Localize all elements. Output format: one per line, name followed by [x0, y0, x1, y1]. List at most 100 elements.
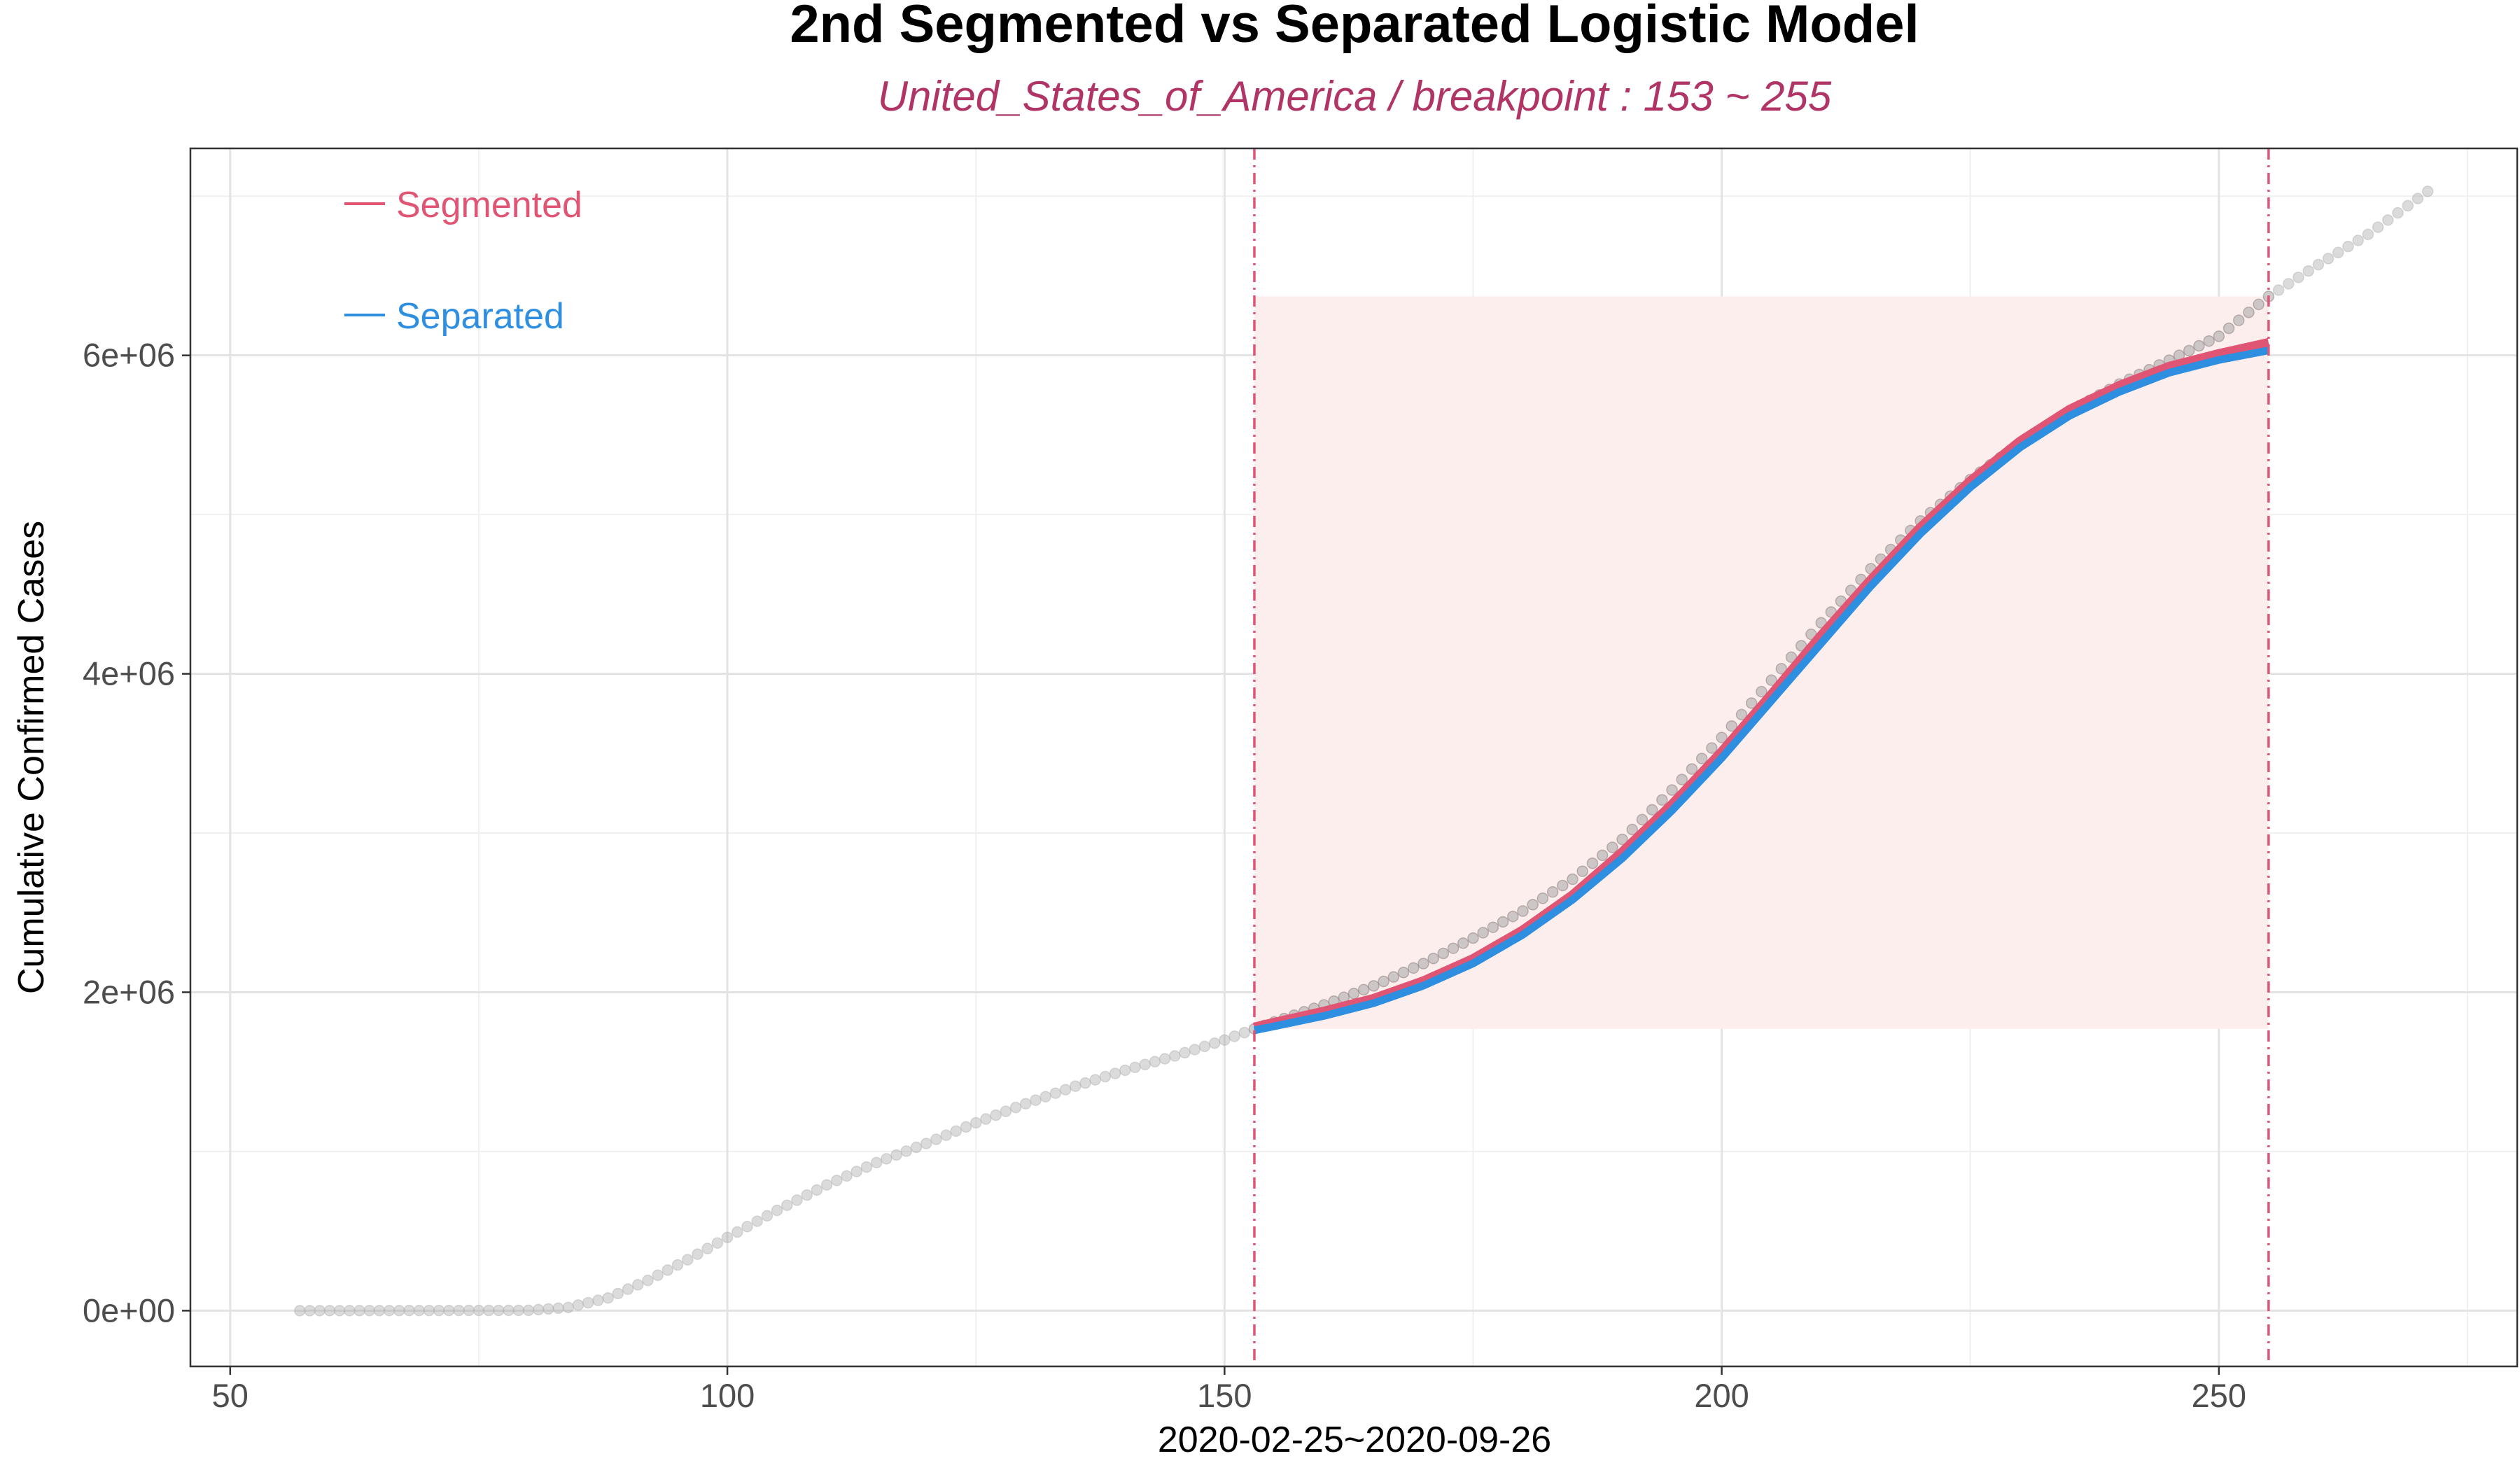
observed-point	[1606, 841, 1618, 853]
observed-point	[1378, 975, 1390, 988]
observed-point	[1169, 1050, 1181, 1062]
observed-point	[393, 1304, 405, 1317]
observed-point	[463, 1304, 475, 1317]
observed-point	[1567, 873, 1578, 886]
observed-point	[1546, 886, 1559, 898]
observed-point	[870, 1156, 883, 1169]
observed-point	[1129, 1061, 1141, 1074]
observed-point	[711, 1237, 724, 1249]
x-tick-label: 150	[1197, 1377, 1252, 1414]
observed-point	[2342, 240, 2354, 253]
legend-label-separated: Separated	[396, 296, 564, 337]
observed-point	[1009, 1101, 1022, 1114]
observed-point	[1418, 958, 1429, 969]
observed-point	[333, 1305, 346, 1317]
observed-point	[1457, 937, 1469, 949]
observed-point	[314, 1305, 326, 1317]
observed-point	[841, 1170, 853, 1182]
observed-point	[2402, 200, 2414, 212]
series-line-segmented	[1253, 337, 2270, 1032]
observed-point	[1228, 1030, 1240, 1042]
observed-point	[1437, 947, 1450, 960]
observed-point	[1706, 742, 1718, 754]
observed-point	[969, 1116, 982, 1129]
observed-point	[532, 1303, 545, 1316]
observed-point	[1785, 651, 1798, 664]
x-tick-label: 250	[2192, 1377, 2246, 1414]
observed-point	[642, 1274, 654, 1287]
observed-point	[1158, 1053, 1171, 1065]
observed-point	[443, 1304, 455, 1317]
observed-point	[1348, 988, 1360, 1000]
observed-point	[294, 1305, 306, 1317]
breakpoint-lines	[1253, 148, 2270, 1366]
observed-point	[631, 1279, 644, 1291]
observed-point	[1139, 1058, 1151, 1071]
observed-point	[2243, 307, 2255, 318]
observed-point	[2352, 234, 2364, 246]
observed-point	[1646, 804, 1658, 816]
observed-point	[732, 1226, 743, 1238]
observed-point	[1726, 720, 1738, 732]
observed-point	[652, 1269, 664, 1282]
observed-point	[2253, 298, 2264, 311]
observed-point	[671, 1259, 684, 1271]
observed-point	[413, 1304, 425, 1317]
observed-point	[1586, 858, 1599, 869]
observed-point	[1487, 921, 1499, 933]
legend: Segmented Separated	[344, 185, 582, 337]
observed-point	[741, 1221, 753, 1233]
observed-point	[1189, 1044, 1200, 1056]
observed-point	[1735, 708, 1748, 721]
observed-point	[423, 1304, 435, 1317]
observed-point	[1536, 892, 1549, 904]
observed-point	[2332, 246, 2344, 259]
observed-point	[1745, 697, 1758, 709]
observed-point	[1109, 1068, 1121, 1079]
observed-point	[692, 1248, 704, 1260]
observed-point	[622, 1283, 634, 1295]
observed-point	[1517, 905, 1529, 917]
observed-point	[354, 1305, 365, 1317]
observed-point	[761, 1210, 774, 1222]
observed-point	[721, 1231, 734, 1244]
observed-point	[900, 1145, 913, 1157]
observed-point	[582, 1296, 594, 1309]
chart-subtitle: United_States_of_America / breakpoint : …	[878, 73, 1832, 120]
y-tick-label: 4e+06	[83, 655, 175, 692]
observed-point	[1049, 1087, 1062, 1099]
observed-point	[950, 1125, 962, 1138]
observed-point	[811, 1184, 823, 1196]
observed-point	[304, 1305, 316, 1317]
observed-point	[1397, 967, 1410, 979]
observed-point	[2283, 278, 2295, 290]
observed-point	[751, 1215, 763, 1227]
observed-point	[1527, 899, 1539, 911]
observed-point	[2213, 330, 2225, 342]
observed-point	[2312, 258, 2325, 271]
observed-point	[1756, 685, 1768, 698]
observed-point	[493, 1304, 505, 1317]
observed-point	[1387, 971, 1400, 983]
observed-point	[662, 1264, 674, 1276]
observed-point	[1079, 1077, 1091, 1089]
observed-point	[781, 1199, 793, 1212]
observed-point	[1716, 732, 1728, 743]
observed-point	[2193, 340, 2205, 352]
observed-point	[1626, 823, 1638, 836]
observed-point	[1427, 953, 1439, 965]
observed-point	[552, 1302, 564, 1315]
observed-point	[1238, 1026, 1250, 1039]
observed-point	[2272, 284, 2285, 296]
observed-point	[2183, 344, 2195, 357]
observed-point	[403, 1304, 415, 1317]
observed-point	[682, 1254, 694, 1266]
observed-point	[503, 1304, 514, 1317]
observed-point	[2203, 335, 2215, 347]
panel-border	[189, 147, 2519, 1368]
observed-point	[2392, 206, 2404, 219]
observed-point	[562, 1301, 575, 1314]
observed-point	[1695, 752, 1708, 764]
observed-point	[2362, 228, 2374, 241]
